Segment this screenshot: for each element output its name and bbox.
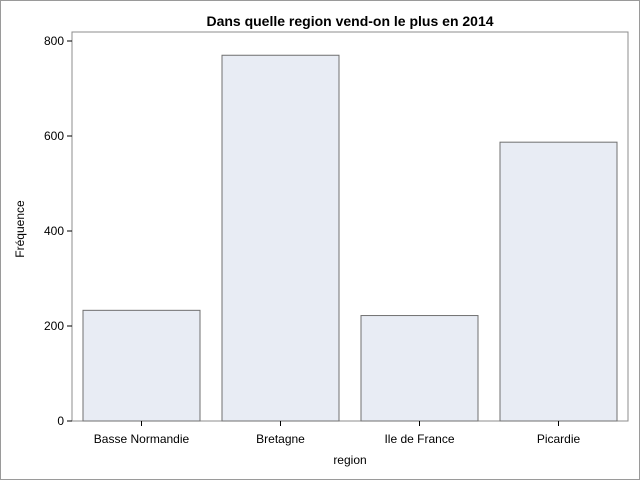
x-tick-label: Picardie — [537, 432, 581, 446]
x-axis: Basse Normandie Bretagne Ile de France Pica… — [94, 421, 581, 446]
y-axis-label: Fréquence — [13, 200, 27, 258]
y-tick-label: 600 — [44, 129, 64, 143]
y-tick-label: 800 — [44, 34, 64, 48]
x-tick-label: Basse Normandie — [94, 432, 190, 446]
chart-title: Dans quelle region vend-on le plus en 20… — [206, 13, 493, 29]
y-tick-label: 200 — [44, 319, 64, 333]
x-axis-label: region — [333, 453, 366, 467]
bars-layer — [82, 54, 618, 422]
y-axis: 0 200 400 600 800 — [44, 34, 72, 428]
x-tick-label: Bretagne — [256, 432, 305, 446]
x-tick-label: Ile de France — [384, 432, 454, 446]
bar-picardie — [499, 141, 618, 422]
bar-basse-normandie — [82, 309, 201, 422]
y-tick-label: 400 — [44, 224, 64, 238]
bar-bretagne — [221, 54, 340, 422]
y-tick-label: 0 — [57, 414, 64, 428]
bar-ile-de-france — [360, 315, 479, 422]
